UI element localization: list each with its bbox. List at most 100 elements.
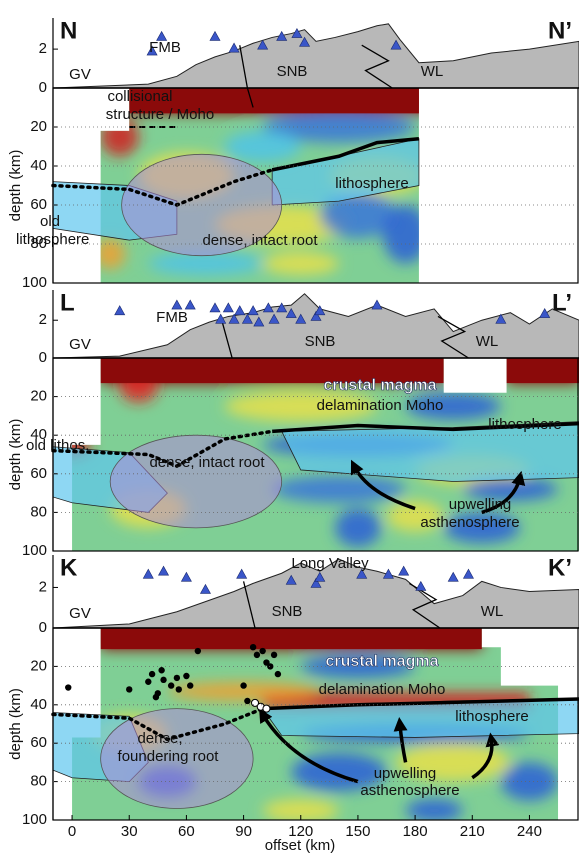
earthquake (167, 682, 175, 689)
earthquake (158, 667, 165, 674)
y-tick-label: 20 (30, 657, 47, 674)
station (310, 577, 322, 588)
crust (129, 88, 419, 114)
y-tick-label: 80 (30, 235, 47, 252)
station (257, 39, 269, 50)
elevation-tick-label: 2 (39, 578, 47, 595)
station (262, 302, 274, 313)
x-axis-label: offset (km) (265, 837, 336, 854)
label: asthenosphere (360, 782, 459, 799)
station (398, 565, 410, 576)
earthquake (244, 697, 251, 705)
label: dense, intact root (149, 454, 265, 471)
label: SNB (272, 603, 303, 620)
station (228, 313, 240, 324)
tomo-blob (386, 500, 444, 532)
earthquake (187, 682, 194, 689)
label: delamination Moho (317, 397, 444, 414)
moho (271, 136, 420, 172)
label: dense, intact root (202, 232, 318, 249)
station (447, 571, 459, 582)
station (241, 313, 253, 324)
arrow (481, 470, 526, 515)
station (299, 36, 311, 47)
x-tick-label: 150 (345, 823, 370, 840)
earthquake (259, 647, 266, 655)
earthquake (152, 693, 160, 701)
station (215, 313, 227, 324)
crust (100, 358, 444, 384)
station (462, 568, 474, 579)
tomo-blob (262, 251, 339, 276)
y-tick-label: 60 (30, 465, 47, 482)
crust (506, 358, 579, 384)
station (495, 313, 507, 324)
fault (409, 582, 441, 629)
label: GV (69, 336, 91, 353)
station (539, 307, 551, 318)
y-tick-label: 0 (39, 619, 47, 636)
label: FMB (156, 309, 188, 326)
y-tick-label: 20 (30, 118, 47, 135)
x-tick-label: 240 (517, 823, 542, 840)
y-axis-label: depth (km) (7, 419, 24, 491)
elevation-tick-label: 2 (39, 40, 47, 57)
tomo-blob (148, 251, 263, 276)
station (314, 571, 326, 582)
station (247, 305, 259, 316)
station (199, 583, 211, 594)
tomo-blob (405, 392, 501, 420)
label: WL (476, 333, 499, 350)
label: GV (69, 605, 91, 622)
y-tick-label: 40 (30, 426, 47, 443)
tomo-blob (100, 117, 139, 157)
earthquake (160, 676, 167, 684)
moho-dotted (51, 168, 274, 207)
station (314, 305, 326, 316)
y-tick-label: 100 (22, 274, 47, 291)
station (146, 45, 158, 56)
tomo-blob (167, 681, 320, 701)
label: crustal magma (324, 377, 437, 394)
section-end: K’ (548, 554, 572, 581)
station (276, 30, 288, 41)
label: lithosphere (455, 708, 528, 725)
earthquake (262, 704, 271, 713)
crust (100, 628, 482, 650)
section-end: N’ (548, 17, 572, 44)
earthquake (145, 678, 152, 685)
label: FMB (149, 39, 181, 56)
x-tick-label: 60 (178, 823, 195, 840)
station (209, 30, 221, 41)
label: lithosphere (335, 175, 408, 192)
earthquake (65, 684, 72, 691)
label: structure / Moho (106, 106, 214, 123)
station (228, 42, 240, 53)
x-tick-label: 0 (68, 823, 76, 840)
station (234, 305, 246, 316)
station (285, 574, 297, 585)
label: WL (481, 603, 504, 620)
earthquake (148, 670, 156, 678)
station (158, 565, 170, 576)
y-tick-label: 100 (22, 542, 47, 559)
earthquake (175, 686, 182, 693)
station (356, 568, 368, 579)
earthquake (194, 647, 202, 655)
root (109, 434, 283, 529)
tomo-blob (405, 798, 463, 820)
station (371, 299, 383, 310)
fault (242, 581, 256, 629)
tomo-blob (224, 130, 301, 163)
station (184, 299, 196, 310)
station (171, 299, 183, 310)
arrow (259, 708, 359, 784)
label: crustal magma (326, 653, 439, 670)
station (276, 302, 288, 313)
label: GV (69, 66, 91, 83)
station (222, 302, 234, 313)
label: collisional (107, 88, 172, 105)
y-axis-label: depth (km) (7, 688, 24, 760)
label: old (40, 213, 60, 230)
